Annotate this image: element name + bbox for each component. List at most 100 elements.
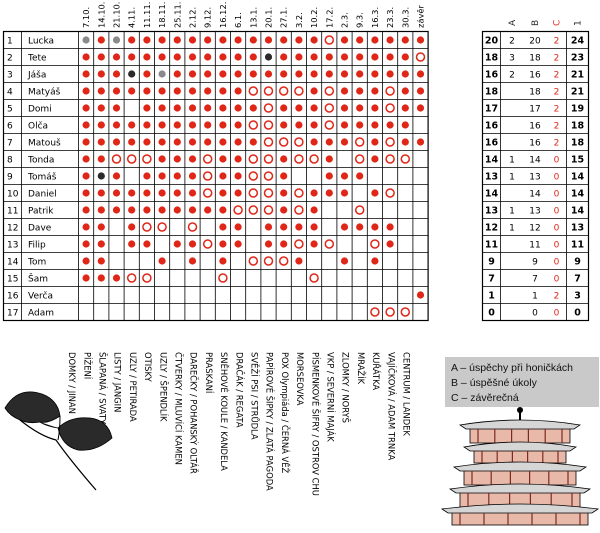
attendance-dot <box>173 36 181 44</box>
success-ring <box>354 205 365 215</box>
date-header: 13.1. <box>248 7 258 28</box>
attendance-dot <box>143 70 151 78</box>
attendance-dot <box>173 87 181 95</box>
pagoda-roof <box>458 419 582 430</box>
attendance-dot <box>340 121 349 129</box>
grey-dot <box>82 36 90 44</box>
attendance-dot <box>280 70 288 78</box>
activity-label: PÍŽENÍ <box>82 352 93 380</box>
attendance-dot <box>128 189 136 197</box>
attendance-dot <box>188 104 197 112</box>
attendance-dot <box>280 206 288 214</box>
summary-c: 2 <box>554 37 560 47</box>
date-header: 9.12. <box>203 7 213 28</box>
summary-a: 2 <box>509 71 515 81</box>
attendance-dot <box>128 121 136 129</box>
attendance-dot <box>325 138 333 146</box>
legend-item-c: C – závěrečná <box>451 392 519 404</box>
attendance-dot <box>112 121 121 129</box>
summary-a: 1 <box>509 207 515 217</box>
summary-b: 17 <box>529 105 540 115</box>
attendance-dot <box>204 138 212 146</box>
attendance-dot <box>219 155 227 163</box>
attendance-dot <box>310 138 318 146</box>
attendance-dot <box>219 223 227 231</box>
success-ring <box>202 171 213 181</box>
player-number: 12 <box>7 224 18 234</box>
player-number: 1 <box>7 37 13 47</box>
success-ring <box>248 256 259 266</box>
attendance-dot <box>264 223 273 231</box>
attendance-dot <box>158 121 166 129</box>
attendance-dot <box>204 121 212 129</box>
attendance-dot <box>158 155 166 163</box>
attendance-dot <box>371 36 379 44</box>
attendance-dot <box>280 189 288 197</box>
attendance-dot <box>264 240 273 248</box>
player-number: 15 <box>7 275 18 285</box>
attendance-dot <box>310 53 318 61</box>
attendance-dot <box>356 87 364 95</box>
attendance-dot <box>112 172 121 180</box>
attendance-dot <box>219 36 227 44</box>
summary-c: 0 <box>554 241 560 251</box>
attendance-dot <box>219 121 227 129</box>
player-name: Tom <box>27 258 46 268</box>
attendance-dot <box>371 257 379 265</box>
date-header: 16.12. <box>218 2 228 28</box>
date-header: 30.3. <box>400 7 410 28</box>
activity-label: DRAČÁK / REGATA <box>234 352 245 428</box>
attendance-dot <box>234 87 242 95</box>
attendance-dot <box>143 53 151 61</box>
attendance-dot <box>82 53 90 61</box>
summary-points: 13 <box>485 172 498 183</box>
date-header: 2.12. <box>188 7 198 28</box>
attendance-dot <box>128 138 136 146</box>
attendance-dot <box>371 70 379 78</box>
attendance-dot <box>188 189 197 197</box>
summary-total: 13 <box>571 223 584 234</box>
attendance-dot <box>97 70 105 78</box>
attendance-dot <box>371 223 379 231</box>
player-name: Matyáš <box>28 87 61 98</box>
activity-label: MRAŽÍK <box>356 352 367 385</box>
success-ring <box>218 273 228 283</box>
success-ring <box>202 188 213 198</box>
success-ring <box>294 205 304 215</box>
attendance-dot <box>82 257 90 265</box>
success-ring <box>278 256 289 266</box>
attendance-dot <box>219 206 227 214</box>
attendance-dot <box>204 70 212 78</box>
player-number: 5 <box>7 105 13 115</box>
attendance-dot <box>219 257 227 265</box>
summary-c: 0 <box>554 258 560 268</box>
attendance-dot <box>97 121 105 129</box>
attendance-dot <box>249 138 257 146</box>
summary-b: 12 <box>529 224 540 234</box>
attendance-dot <box>204 53 212 61</box>
attendance-dot <box>356 104 364 112</box>
summary-c: 2 <box>554 122 560 132</box>
summary-b: 18 <box>529 88 541 98</box>
attendance-dot <box>280 223 288 231</box>
attendance-dot <box>295 223 303 231</box>
attendance-dot <box>340 70 349 78</box>
activity-label: PRASKANÍ <box>204 352 215 394</box>
player-name: Domi <box>28 105 52 115</box>
date-header: 27.1. <box>279 7 289 28</box>
attendance-dot <box>340 257 349 265</box>
player-name: Tonda <box>27 156 54 166</box>
summary-b: 16 <box>529 71 541 81</box>
summary-b: 14 <box>529 190 541 200</box>
activity-label: DOMKY / JINAN <box>67 352 77 414</box>
success-ring <box>294 188 304 198</box>
summary-header: A <box>508 19 518 26</box>
attendance-dot <box>97 87 105 95</box>
summary-total: 15 <box>571 155 584 166</box>
attendance-dot <box>401 121 409 129</box>
attendance-dot <box>340 36 349 44</box>
summary-c: 0 <box>554 173 560 183</box>
success-ring <box>324 86 335 96</box>
summary-c: 0 <box>554 309 560 319</box>
ginkgo-leaf <box>4 391 61 424</box>
